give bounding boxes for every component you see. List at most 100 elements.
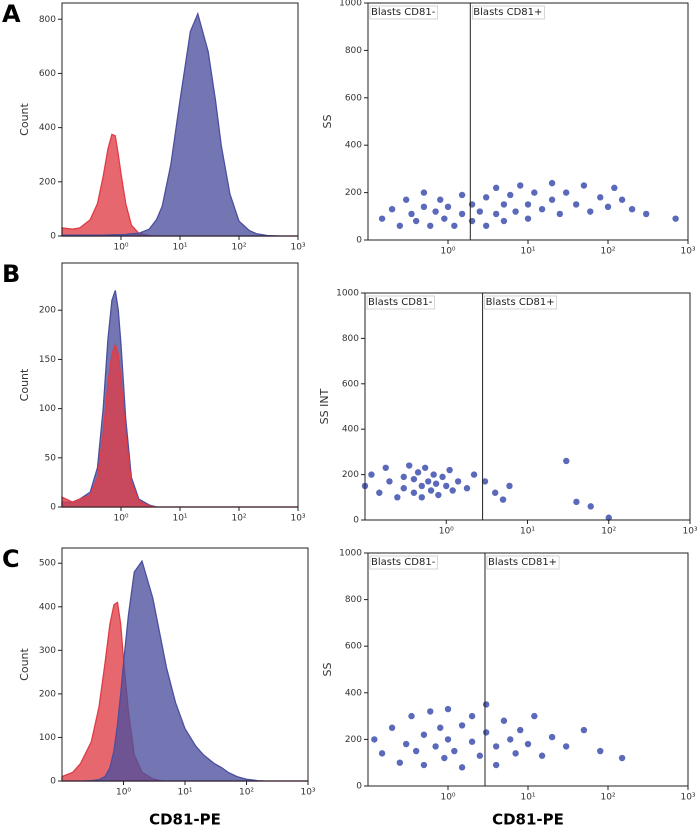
y-tick-label: 200 bbox=[345, 188, 362, 198]
event-point bbox=[449, 487, 456, 494]
event-point bbox=[430, 471, 437, 478]
y-axis-label: Count bbox=[18, 647, 31, 680]
event-point bbox=[410, 489, 418, 496]
event-point bbox=[425, 478, 432, 485]
event-point bbox=[406, 462, 413, 469]
event-point bbox=[432, 480, 440, 487]
y-tick-label: 150 bbox=[39, 355, 56, 365]
y-tick-label: 600 bbox=[342, 379, 359, 389]
event-point bbox=[439, 473, 446, 481]
x-tick-label: 10¹ bbox=[177, 788, 192, 798]
x-tick-label: 10³ bbox=[290, 514, 305, 524]
event-point bbox=[500, 201, 508, 208]
event-point bbox=[410, 475, 418, 483]
event-point bbox=[642, 210, 650, 218]
event-point bbox=[371, 736, 378, 743]
event-point bbox=[580, 726, 588, 734]
event-point bbox=[441, 215, 448, 222]
event-point bbox=[499, 496, 507, 503]
event-point bbox=[597, 194, 604, 201]
event-point bbox=[481, 478, 489, 485]
x-tick-label: 10⁰ bbox=[439, 527, 454, 537]
event-point bbox=[378, 215, 386, 222]
event-point bbox=[524, 201, 532, 208]
x-tick-label: 10¹ bbox=[520, 247, 535, 257]
event-point bbox=[396, 759, 404, 766]
panel: 0 200 400 600 800 10⁰ 10¹ 10² 10³ Count A bbox=[2, 0, 306, 253]
event-point bbox=[394, 494, 401, 501]
event-point bbox=[376, 489, 383, 496]
y-axis-label: SS INT bbox=[318, 388, 331, 424]
event-point bbox=[572, 201, 580, 208]
event-point bbox=[507, 736, 514, 743]
gate-label: Blasts CD81- bbox=[371, 557, 436, 568]
x-tick-label: 10² bbox=[600, 793, 615, 803]
event-point bbox=[517, 182, 524, 189]
x-tick-label: 10⁰ bbox=[113, 243, 128, 253]
y-tick-label: 600 bbox=[39, 69, 56, 79]
gate-label-box bbox=[484, 295, 557, 310]
event-point bbox=[402, 196, 410, 203]
x-tick-label: 10² bbox=[231, 514, 246, 524]
event-point bbox=[437, 724, 444, 731]
event-point bbox=[492, 210, 500, 218]
y-axis-label: SS bbox=[321, 663, 334, 677]
event-point bbox=[500, 217, 508, 225]
event-point bbox=[618, 196, 626, 203]
event-point bbox=[444, 705, 452, 713]
gate-label: Blasts CD81+ bbox=[473, 7, 542, 18]
event-point bbox=[628, 205, 636, 213]
panel: 0 100 200 300 400 500 10⁰ 10¹ 10² 10³ Count CD81-PE… bbox=[2, 545, 316, 829]
event-point bbox=[368, 471, 375, 478]
y-tick-label: 400 bbox=[39, 123, 56, 133]
event-point bbox=[573, 498, 580, 506]
event-point bbox=[482, 194, 490, 201]
event-point bbox=[512, 208, 519, 215]
event-point bbox=[562, 189, 570, 196]
y-tick-label: 200 bbox=[345, 735, 362, 745]
gate-label-box bbox=[369, 5, 438, 20]
event-point bbox=[476, 752, 484, 759]
x-tick-label: 10⁰ bbox=[440, 793, 455, 803]
event-point bbox=[437, 196, 444, 203]
x-tick-label: 10¹ bbox=[172, 514, 187, 524]
event-point bbox=[507, 191, 514, 199]
event-point bbox=[420, 203, 428, 211]
event-point bbox=[538, 205, 546, 213]
event-point bbox=[458, 210, 466, 218]
event-point bbox=[382, 464, 389, 471]
event-point bbox=[458, 722, 466, 729]
event-point bbox=[444, 736, 452, 743]
y-tick-label: 1000 bbox=[339, 549, 362, 559]
y-tick-label: 0 bbox=[356, 236, 362, 246]
event-point bbox=[506, 482, 513, 490]
event-point bbox=[388, 205, 396, 213]
y-tick-label: 800 bbox=[345, 46, 362, 56]
gate-label: Blasts CD81+ bbox=[488, 557, 557, 568]
event-point bbox=[476, 208, 484, 215]
event-point bbox=[468, 738, 476, 745]
event-point bbox=[444, 203, 452, 211]
event-point bbox=[492, 761, 500, 769]
y-tick-label: 100 bbox=[39, 404, 56, 414]
y-tick-label: 400 bbox=[345, 141, 362, 151]
x-tick-label: 10² bbox=[600, 247, 615, 257]
event-point bbox=[491, 489, 499, 496]
event-point bbox=[562, 743, 570, 750]
y-tick-label: 800 bbox=[39, 15, 56, 25]
event-point bbox=[580, 182, 588, 189]
event-point bbox=[556, 210, 564, 218]
event-point bbox=[524, 740, 532, 748]
event-point bbox=[524, 215, 532, 222]
event-point bbox=[386, 478, 393, 485]
x-axis-label: CD81-PE bbox=[492, 811, 564, 829]
event-point bbox=[531, 712, 538, 720]
event-point bbox=[378, 750, 386, 757]
y-axis-label: Count bbox=[18, 102, 31, 135]
event-point bbox=[482, 222, 490, 229]
x-tick-label: 10³ bbox=[680, 247, 695, 257]
gate-label: Blasts CD81- bbox=[371, 7, 436, 18]
x-tick-label: 10¹ bbox=[520, 793, 535, 803]
event-point bbox=[587, 208, 594, 215]
event-point bbox=[451, 747, 458, 755]
